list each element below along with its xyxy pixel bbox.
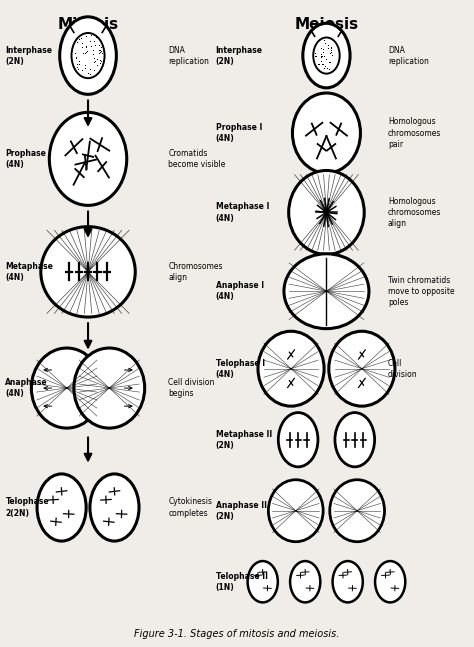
- Text: Interphase
(2N): Interphase (2N): [216, 45, 263, 65]
- Ellipse shape: [258, 331, 324, 406]
- Circle shape: [333, 561, 363, 602]
- Circle shape: [375, 561, 405, 602]
- Ellipse shape: [31, 348, 102, 428]
- Text: Cromatids
become visible: Cromatids become visible: [168, 149, 226, 169]
- Ellipse shape: [329, 331, 395, 406]
- Ellipse shape: [292, 93, 360, 173]
- Text: Chromosomes
align: Chromosomes align: [168, 262, 223, 282]
- Ellipse shape: [74, 348, 145, 428]
- Text: Interphase
(2N): Interphase (2N): [5, 45, 53, 65]
- Text: Cytokinesis
completes: Cytokinesis completes: [168, 498, 212, 518]
- Text: Anaphase
(4N): Anaphase (4N): [5, 378, 48, 398]
- Text: Prophase
(4N): Prophase (4N): [5, 149, 46, 169]
- Circle shape: [335, 413, 374, 467]
- Ellipse shape: [41, 226, 135, 317]
- Text: Metaphase
(4N): Metaphase (4N): [5, 262, 53, 282]
- Text: Twin chromatids
move to opposite
poles: Twin chromatids move to opposite poles: [388, 276, 455, 307]
- Ellipse shape: [284, 254, 369, 329]
- Text: Meiosis: Meiosis: [294, 17, 358, 32]
- Ellipse shape: [49, 113, 127, 205]
- Circle shape: [72, 33, 105, 78]
- Text: Telophase
2(2N): Telophase 2(2N): [5, 498, 49, 518]
- Ellipse shape: [268, 479, 323, 542]
- Text: Metaphase II
(2N): Metaphase II (2N): [216, 430, 272, 450]
- Text: Cell division
begins: Cell division begins: [168, 378, 215, 398]
- Text: DNA
replication: DNA replication: [388, 45, 428, 65]
- Text: DNA
replication: DNA replication: [168, 45, 209, 65]
- Text: Telophase II
(1N): Telophase II (1N): [216, 572, 267, 592]
- Text: Telophase I
(4N): Telophase I (4N): [216, 358, 264, 378]
- Circle shape: [313, 38, 340, 74]
- Circle shape: [303, 23, 350, 88]
- Circle shape: [290, 561, 320, 602]
- Circle shape: [60, 17, 116, 94]
- Circle shape: [90, 474, 139, 541]
- Text: Metaphase I
(4N): Metaphase I (4N): [216, 203, 269, 223]
- Ellipse shape: [330, 479, 384, 542]
- Text: Homologous
chromosomes
align: Homologous chromosomes align: [388, 197, 441, 228]
- Text: Figure 3-1. Stages of mitosis and meiosis.: Figure 3-1. Stages of mitosis and meiosi…: [134, 628, 339, 639]
- Text: Prophase I
(4N): Prophase I (4N): [216, 123, 262, 143]
- Text: Homologous
chromosomes
pair: Homologous chromosomes pair: [388, 118, 441, 149]
- Circle shape: [37, 474, 86, 541]
- Circle shape: [247, 561, 278, 602]
- Circle shape: [278, 413, 318, 467]
- Text: Anaphase II
(2N): Anaphase II (2N): [216, 501, 266, 521]
- Text: Anaphase I
(4N): Anaphase I (4N): [216, 281, 264, 302]
- Ellipse shape: [289, 171, 364, 254]
- Text: Mitosis: Mitosis: [57, 17, 118, 32]
- Text: Cell
division: Cell division: [388, 358, 418, 378]
